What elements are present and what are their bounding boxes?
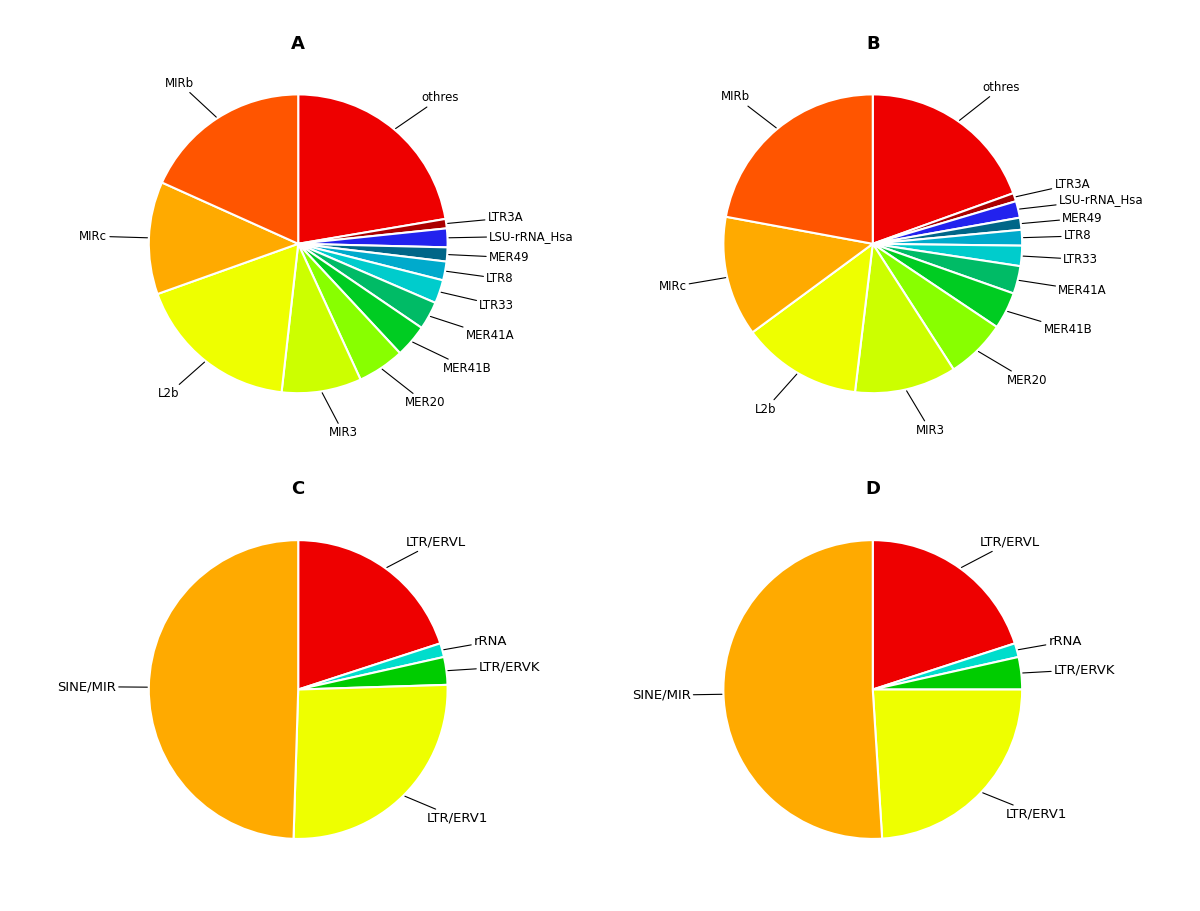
Text: LSU-rRNA_Hsa: LSU-rRNA_Hsa: [449, 230, 574, 242]
Wedge shape: [872, 193, 1016, 244]
Wedge shape: [299, 95, 445, 244]
Text: othres: othres: [396, 91, 460, 128]
Wedge shape: [726, 95, 872, 244]
Title: D: D: [865, 480, 881, 498]
Wedge shape: [872, 690, 1022, 839]
Text: LTR3A: LTR3A: [448, 211, 523, 224]
Text: LTR/ERV1: LTR/ERV1: [404, 796, 488, 825]
Wedge shape: [299, 244, 443, 302]
Wedge shape: [872, 244, 1022, 266]
Text: MIRc: MIRc: [79, 230, 148, 242]
Text: MER41B: MER41B: [413, 343, 492, 375]
Wedge shape: [282, 244, 360, 394]
Text: rRNA: rRNA: [444, 635, 508, 650]
Text: MER49: MER49: [1022, 211, 1103, 224]
Wedge shape: [752, 244, 872, 392]
Wedge shape: [299, 244, 436, 328]
Wedge shape: [872, 244, 1020, 293]
Wedge shape: [872, 540, 1015, 690]
Text: L2b: L2b: [158, 362, 204, 400]
Wedge shape: [299, 643, 444, 690]
Text: SINE/MIR: SINE/MIR: [631, 689, 722, 701]
Text: MIRb: MIRb: [721, 90, 776, 128]
Wedge shape: [872, 643, 1019, 690]
Wedge shape: [299, 219, 446, 244]
Wedge shape: [299, 229, 448, 248]
Wedge shape: [299, 244, 421, 353]
Title: A: A: [292, 35, 305, 53]
Wedge shape: [294, 685, 448, 839]
Wedge shape: [872, 244, 997, 370]
Wedge shape: [724, 540, 882, 839]
Title: B: B: [866, 35, 880, 53]
Text: MIR3: MIR3: [907, 391, 944, 436]
Text: SINE/MIR: SINE/MIR: [58, 681, 148, 693]
Wedge shape: [872, 95, 1013, 244]
Wedge shape: [162, 95, 299, 244]
Text: MIR3: MIR3: [322, 393, 358, 439]
Wedge shape: [299, 657, 448, 690]
Wedge shape: [299, 244, 446, 281]
Title: C: C: [292, 480, 305, 498]
Text: MER41A: MER41A: [431, 316, 515, 343]
Text: MER49: MER49: [449, 251, 529, 264]
Text: LTR/ERVK: LTR/ERVK: [448, 660, 540, 673]
Wedge shape: [872, 244, 1014, 327]
Text: LTR/ERV1: LTR/ERV1: [983, 793, 1067, 821]
Wedge shape: [157, 244, 299, 393]
Text: MIRb: MIRb: [166, 77, 216, 118]
Wedge shape: [872, 230, 1022, 246]
Text: LTR/ERVK: LTR/ERVK: [1022, 663, 1116, 676]
Text: MER20: MER20: [382, 369, 445, 409]
Text: othres: othres: [960, 81, 1020, 120]
Text: MER41A: MER41A: [1019, 281, 1106, 297]
Wedge shape: [149, 182, 299, 294]
Text: MER41B: MER41B: [1008, 312, 1092, 336]
Wedge shape: [872, 218, 1021, 244]
Text: LTR/ERVL: LTR/ERVL: [961, 536, 1040, 568]
Text: LTR8: LTR8: [1024, 230, 1092, 242]
Text: L2b: L2b: [755, 374, 797, 415]
Wedge shape: [149, 540, 299, 839]
Text: rRNA: rRNA: [1019, 635, 1082, 650]
Wedge shape: [299, 540, 440, 690]
Text: LTR8: LTR8: [446, 271, 514, 285]
Wedge shape: [854, 244, 954, 394]
Text: MER20: MER20: [978, 352, 1048, 387]
Text: MIRc: MIRc: [659, 278, 726, 293]
Text: LTR3A: LTR3A: [1016, 178, 1090, 197]
Wedge shape: [724, 217, 872, 333]
Wedge shape: [299, 244, 400, 380]
Wedge shape: [872, 657, 1022, 690]
Wedge shape: [872, 201, 1020, 244]
Text: LTR33: LTR33: [442, 292, 515, 312]
Wedge shape: [299, 244, 448, 261]
Text: LSU-rRNA_Hsa: LSU-rRNA_Hsa: [1020, 193, 1144, 209]
Text: LTR/ERVL: LTR/ERVL: [386, 536, 466, 568]
Text: LTR33: LTR33: [1024, 253, 1098, 266]
